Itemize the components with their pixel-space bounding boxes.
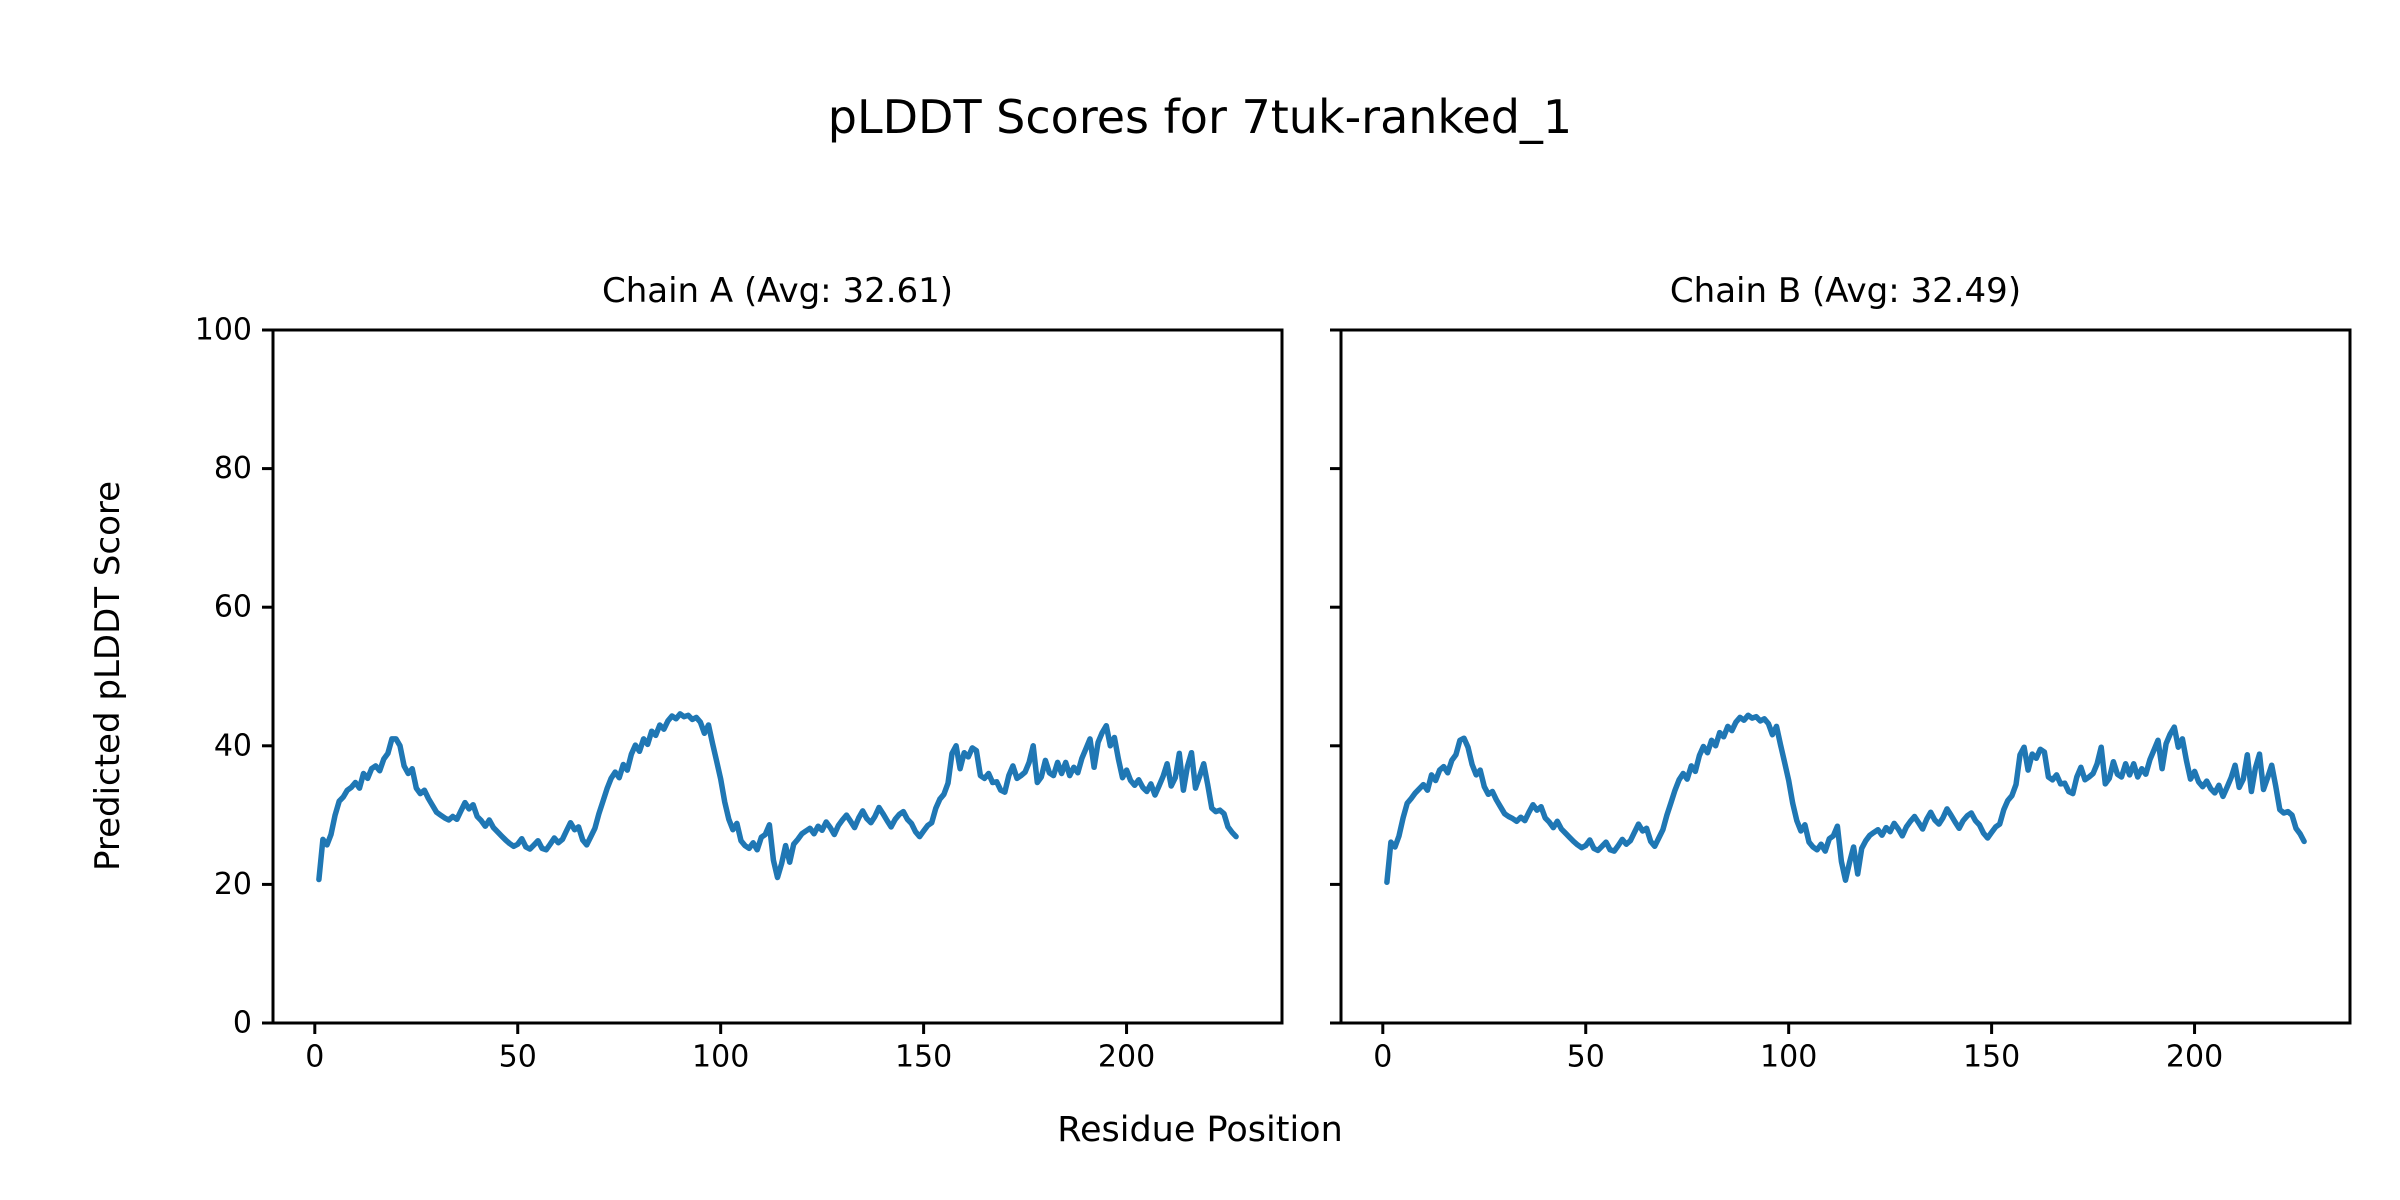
figure-title: pLDDT Scores for 7tuk-ranked_1 [827, 90, 1573, 144]
y-tick-label: 20 [214, 867, 252, 902]
y-tick-label: 60 [214, 590, 252, 625]
y-tick-label: 100 [195, 315, 252, 348]
axes-spines [1339, 328, 2352, 1025]
x-tick-label: 0 [305, 1040, 324, 1075]
y-axis-label: Predicted pLDDT Score [88, 480, 128, 872]
plddt-line-chain-b [1384, 712, 2307, 886]
chain-b-axes: 0 50 100 150 200 [1330, 328, 2352, 1075]
x-tick-label: 50 [1567, 1040, 1605, 1075]
x-tick-label: 150 [1963, 1040, 2020, 1075]
y-tick-label: 0 [233, 1006, 252, 1041]
y-tick-label: 80 [214, 451, 252, 486]
x-tick-label: 100 [1760, 1040, 1817, 1075]
subplot-title-chain-a: Chain A (Avg: 32.61) [601, 271, 954, 311]
y-tick-label: 40 [214, 728, 252, 763]
x-tick-label: 150 [895, 1040, 952, 1075]
subplot-title-chain-b: Chain B (Avg: 32.49) [1669, 271, 2022, 311]
x-tick-label: 200 [1098, 1040, 1155, 1075]
chain-a-axes: 0 50 100 150 200 0 20 40 60 80 100 [195, 315, 1284, 1075]
x-axis-label: Residue Position [1057, 1110, 1343, 1150]
axes-spines [271, 328, 1284, 1025]
x-tick-label: 100 [692, 1040, 749, 1075]
plddt-line-chain-a [316, 711, 1239, 883]
x-tick-label: 0 [1373, 1040, 1392, 1075]
x-tick-label: 200 [2166, 1040, 2223, 1075]
x-tick-label: 50 [499, 1040, 537, 1075]
